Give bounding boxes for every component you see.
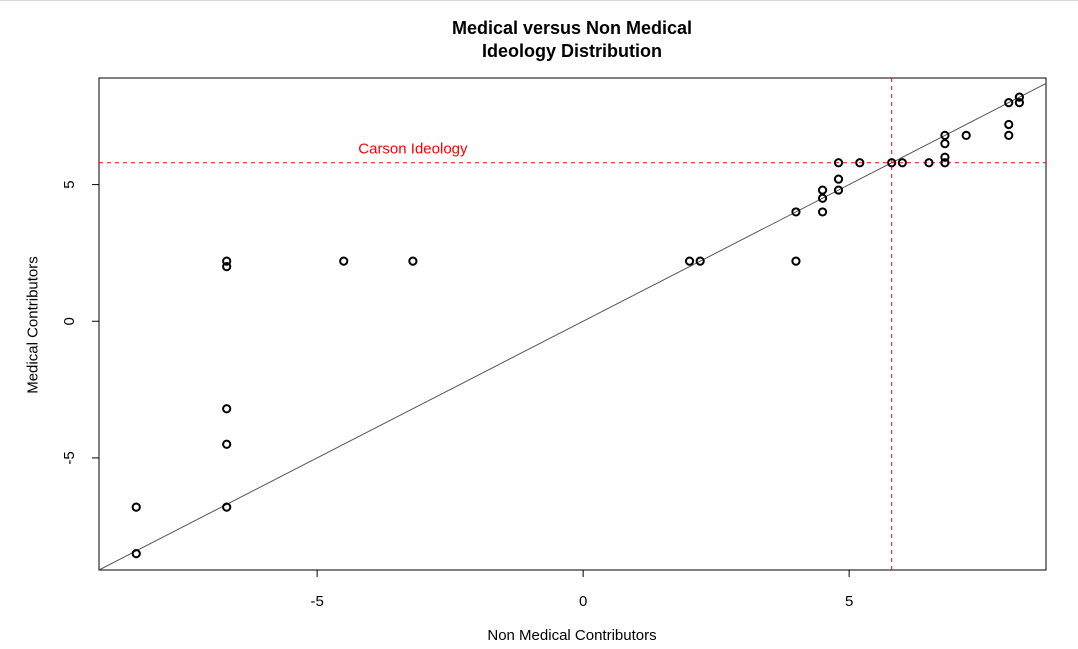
y-axis: -5 0 5 bbox=[61, 180, 100, 465]
carson-ideology-label: Carson Ideology bbox=[358, 141, 468, 158]
data-point bbox=[855, 158, 865, 168]
y-axis-label: Medical Contributors bbox=[24, 256, 42, 394]
data-point bbox=[833, 158, 844, 168]
data-point bbox=[131, 549, 141, 559]
x-tick-label: 5 bbox=[845, 593, 853, 610]
data-point bbox=[1004, 119, 1014, 130]
data-point bbox=[887, 158, 897, 168]
data-point bbox=[940, 158, 950, 168]
y-tick-label: 5 bbox=[61, 180, 78, 188]
data-point bbox=[791, 207, 801, 217]
data-point bbox=[791, 256, 801, 266]
data-point bbox=[833, 185, 844, 195]
window-top-border bbox=[0, 0, 1078, 1]
data-point bbox=[833, 174, 844, 184]
data-point bbox=[684, 256, 695, 266]
data-point bbox=[897, 158, 907, 168]
data-point bbox=[940, 139, 950, 149]
data-point bbox=[924, 158, 934, 168]
data-point bbox=[222, 404, 232, 414]
data-point bbox=[1014, 92, 1024, 102]
plot-area-border bbox=[98, 77, 1047, 571]
data-point bbox=[940, 130, 950, 140]
data-point bbox=[339, 256, 349, 266]
data-point bbox=[817, 185, 828, 195]
data-point bbox=[408, 256, 418, 266]
x-axis: -5 0 5 bbox=[310, 569, 853, 610]
x-tick-label: -5 bbox=[310, 593, 323, 610]
data-point bbox=[222, 502, 232, 512]
data-point bbox=[961, 130, 971, 140]
data-point bbox=[222, 439, 232, 449]
x-axis-label: Non Medical Contributors bbox=[487, 627, 657, 644]
data-point bbox=[940, 152, 950, 162]
data-point bbox=[131, 502, 141, 512]
data-points bbox=[131, 92, 1024, 559]
x-tick-label: 0 bbox=[579, 593, 587, 610]
y-tick-label: -5 bbox=[61, 451, 78, 464]
data-point bbox=[222, 256, 232, 266]
data-point bbox=[222, 262, 232, 272]
chart-title-line-2: Ideology Distribution bbox=[482, 41, 662, 61]
identity-reference-line bbox=[98, 83, 1047, 571]
data-point bbox=[817, 207, 828, 217]
y-tick-label: 0 bbox=[61, 317, 78, 325]
data-point bbox=[1014, 98, 1024, 108]
chart-title-line-1: Medical versus Non Medical bbox=[451, 18, 693, 38]
data-point bbox=[695, 256, 705, 266]
data-point bbox=[1004, 98, 1014, 108]
data-point bbox=[1004, 130, 1014, 140]
